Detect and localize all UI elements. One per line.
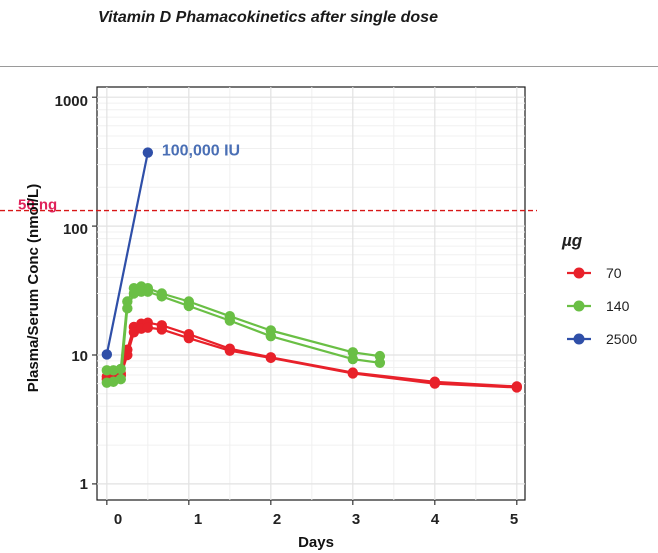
legend-label: 140 (606, 298, 630, 314)
x-tick-label: 5 (510, 511, 518, 528)
legend-swatch-dot (573, 300, 585, 312)
data-point-70 (122, 349, 133, 361)
x-tick-label: 0 (114, 511, 122, 528)
x-tick-label: 2 (273, 511, 281, 528)
legend-swatch-dot (573, 267, 585, 279)
data-point-70 (142, 322, 154, 333)
data-point-70 (347, 368, 359, 379)
x-axis: 0 1 2 3 4 5 Days (114, 511, 518, 551)
y-tick-label: 1000 (55, 93, 88, 110)
legend-label: 70 (606, 265, 622, 281)
series-line-2500 (105, 152, 149, 355)
x-tick-label: 3 (352, 511, 360, 528)
dose-annotation: 100,000 IU (162, 143, 240, 160)
x-axis-title: Days (298, 534, 334, 551)
reference-line-group: 50 ng (0, 197, 537, 214)
data-point-140 (142, 286, 154, 297)
y-tick-label: 100 (63, 221, 88, 238)
data-point-2500 (101, 349, 113, 360)
series-marks (101, 147, 523, 393)
data-point-140 (183, 300, 195, 312)
data-point-140 (265, 330, 277, 342)
legend-item-2500: 2500 (567, 331, 637, 347)
data-point-140 (122, 303, 133, 314)
y-axis-title: Plasma/Serum Conc (nmol/L) (25, 184, 42, 392)
title-divider (0, 66, 658, 67)
data-point-70 (429, 378, 441, 389)
legend-item-140: 140 (567, 298, 630, 314)
legend-label: 2500 (606, 331, 637, 347)
legend-item-70: 70 (567, 265, 622, 281)
data-point-70 (156, 324, 167, 335)
data-point-70 (511, 382, 523, 393)
x-tick-label: 4 (431, 511, 440, 528)
data-point-140 (115, 373, 126, 385)
data-point-70 (224, 345, 236, 356)
legend-swatch-dot (573, 333, 585, 345)
data-point-2500 (142, 147, 154, 158)
data-point-140 (224, 315, 236, 326)
y-tick-label: 10 (71, 348, 88, 365)
reference-line-label: 50 ng (18, 197, 57, 214)
data-point-140 (347, 353, 359, 365)
legend-title: µg (561, 231, 583, 250)
data-point-70 (265, 352, 277, 364)
y-tick-label: 1 (80, 476, 88, 493)
page-title: Vitamin D Phamacokinetics after single d… (98, 9, 438, 26)
y-axis: 1000 100 10 1 Plasma/Serum Conc (nmol/L) (25, 93, 88, 493)
data-point-140 (374, 357, 386, 368)
plot-area (92, 86, 526, 505)
data-point-70 (183, 332, 195, 344)
x-tick-label: 1 (194, 511, 202, 528)
data-point-140 (156, 291, 167, 302)
legend: µg 70 140 2500 (561, 231, 637, 347)
